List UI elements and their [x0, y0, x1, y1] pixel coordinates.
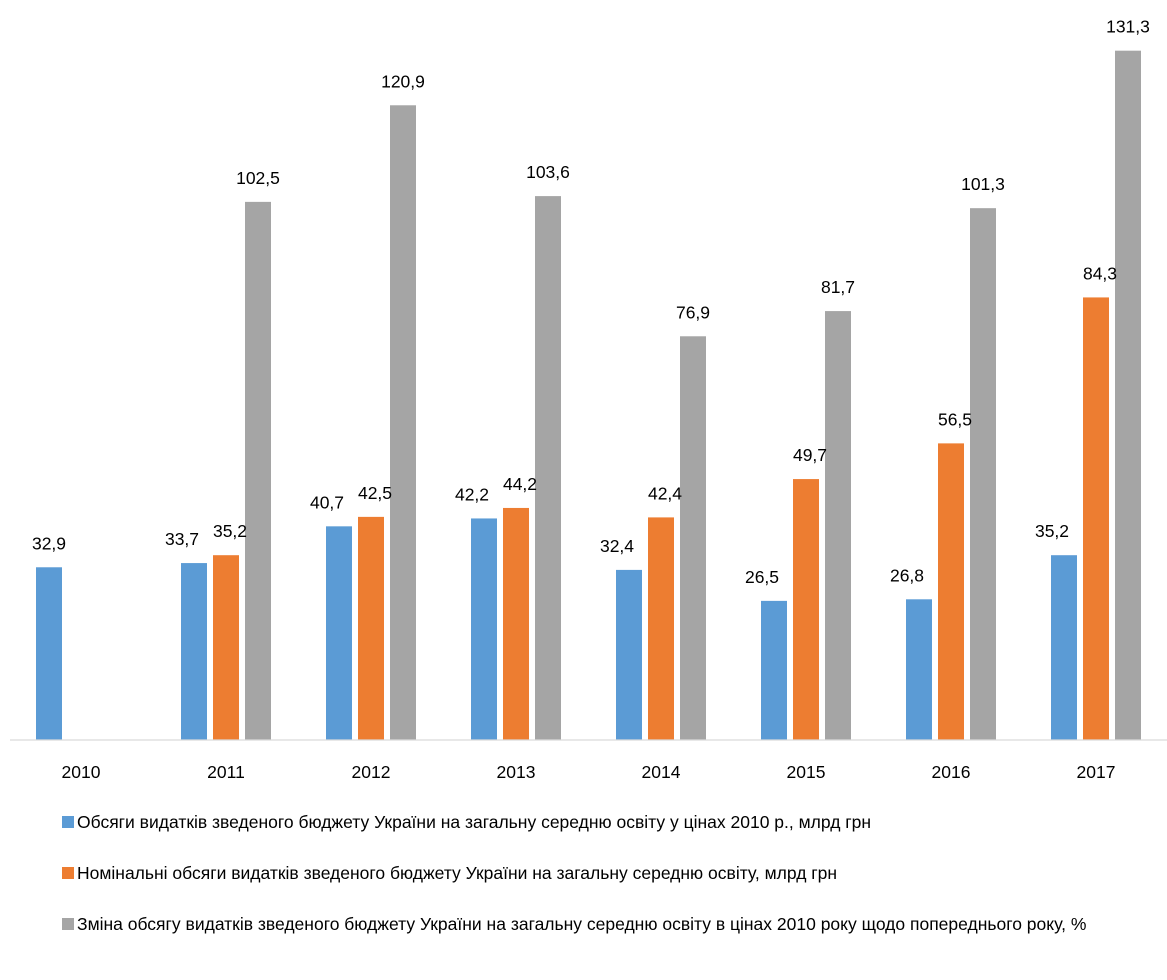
data-label-nominal-2012: 42,5 — [358, 483, 392, 503]
bar-real-2010 — [36, 567, 62, 740]
data-label-nominal-2017: 84,3 — [1083, 263, 1117, 283]
bar-change-2012 — [390, 105, 416, 740]
bars-layer — [36, 50, 1141, 741]
legend-label-change-percent: Зміна обсягу видатків зведеного бюджету … — [77, 914, 1087, 934]
bar-change-2011 — [245, 201, 271, 740]
bar-change-2016 — [970, 208, 996, 741]
data-label-change-2011: 102,5 — [236, 168, 280, 188]
data-label-nominal-2013: 44,2 — [503, 474, 537, 494]
bar-change-2014 — [680, 336, 706, 740]
bar-real-2016 — [906, 599, 932, 740]
data-label-change-2012: 120,9 — [381, 71, 425, 91]
data-label-real-2012: 40,7 — [310, 492, 344, 512]
x-tick-label-2010: 2010 — [62, 762, 101, 782]
data-label-nominal-2014: 42,4 — [648, 483, 682, 503]
bar-nominal-2011 — [213, 555, 239, 740]
bar-nominal-2013 — [503, 507, 529, 740]
bar-change-2015 — [825, 311, 851, 740]
data-label-change-2017: 131,3 — [1106, 17, 1150, 37]
x-tick-labels-layer: 2010 2011 2012 2013 2014 2015 2016 2017 — [62, 762, 1116, 782]
data-label-real-2017: 35,2 — [1035, 521, 1069, 541]
bar-nominal-2017 — [1083, 297, 1109, 740]
bar-real-2015 — [761, 600, 787, 740]
data-label-nominal-2016: 56,5 — [938, 409, 972, 429]
bar-chart: 32,9 33,7 35,2 102,5 40,7 42,5 120,9 42,2 44,2 10… — [10, 17, 1167, 782]
bar-nominal-2014 — [648, 517, 674, 740]
legend-item-real-spending: Обсяги видатків зведеного бюджету Україн… — [62, 810, 1142, 834]
x-tick-label-2017: 2017 — [1077, 762, 1116, 782]
bar-real-2012 — [326, 526, 352, 740]
data-label-real-2014: 32,4 — [600, 536, 634, 556]
x-tick-label-2012: 2012 — [352, 762, 391, 782]
data-label-change-2016: 101,3 — [961, 174, 1005, 194]
data-label-real-2010: 32,9 — [32, 533, 66, 553]
bar-real-2013 — [471, 518, 497, 740]
legend-swatch-blue — [62, 816, 74, 828]
bar-real-2017 — [1051, 555, 1077, 740]
data-label-nominal-2011: 35,2 — [213, 521, 247, 541]
data-label-real-2015: 26,5 — [745, 567, 779, 587]
legend-label-nominal-spending: Номінальні обсяги видатків зведеного бюд… — [77, 863, 838, 883]
data-labels-layer: 32,9 33,7 35,2 102,5 40,7 42,5 120,9 42,2 44,2 10… — [32, 17, 1150, 587]
data-label-change-2013: 103,6 — [526, 162, 570, 182]
legend-item-nominal-spending: Номінальні обсяги видатків зведеного бюд… — [62, 861, 1142, 885]
legend-swatch-gray — [62, 918, 74, 930]
legend: Обсяги видатків зведеного бюджету Україн… — [62, 810, 1142, 963]
legend-item-change-percent: Зміна обсягу видатків зведеного бюджету … — [62, 912, 1142, 936]
bar-change-2017 — [1115, 50, 1141, 741]
data-label-real-2016: 26,8 — [890, 565, 924, 585]
data-label-change-2014: 76,9 — [676, 302, 710, 322]
data-label-nominal-2015: 49,7 — [793, 445, 827, 465]
bar-real-2014 — [616, 569, 642, 740]
bar-nominal-2015 — [793, 479, 819, 740]
x-tick-label-2011: 2011 — [207, 762, 245, 782]
bar-change-2013 — [535, 196, 561, 741]
bar-real-2011 — [181, 563, 207, 740]
bar-nominal-2012 — [358, 516, 384, 740]
data-label-real-2013: 42,2 — [455, 484, 489, 504]
bar-nominal-2016 — [938, 443, 964, 740]
x-tick-label-2016: 2016 — [932, 762, 971, 782]
x-tick-label-2015: 2015 — [787, 762, 826, 782]
x-tick-label-2014: 2014 — [642, 762, 681, 782]
legend-label-real-spending: Обсяги видатків зведеного бюджету Україн… — [77, 812, 872, 832]
data-label-real-2011: 33,7 — [165, 529, 199, 549]
data-label-change-2015: 81,7 — [821, 277, 855, 297]
x-tick-label-2013: 2013 — [497, 762, 536, 782]
legend-swatch-orange — [62, 867, 74, 879]
